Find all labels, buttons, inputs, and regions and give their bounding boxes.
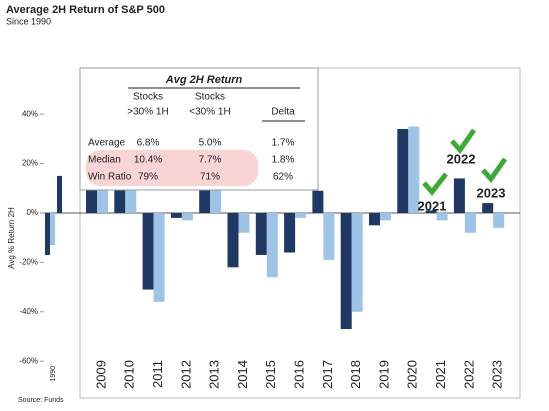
chart-title: Average 2H Return of S&P 500	[6, 4, 165, 16]
bar	[351, 212, 363, 312]
x-tick-label: 2015	[263, 360, 278, 389]
table-header: <30% 1H	[189, 107, 230, 118]
table-header: Delta	[271, 107, 295, 118]
bar	[312, 190, 324, 213]
checkmark	[450, 128, 477, 155]
x-tick-label: 2012	[178, 360, 193, 389]
table-cell: 71%	[200, 172, 220, 183]
stats-table: Avg 2H Return Stocks >30% 1H Stocks <30% 1H…	[79, 67, 319, 191]
x-tick-label: 2017	[320, 360, 335, 389]
x-tick-label: 2011	[150, 360, 165, 388]
bar	[125, 183, 137, 213]
table-header: >30% 1H	[127, 107, 168, 118]
table-title: Avg 2H Return	[165, 74, 243, 86]
bar	[453, 178, 465, 213]
x-tick-label: 2014	[235, 360, 250, 389]
table-cell: Median	[88, 155, 121, 166]
table-cell: Average	[88, 138, 126, 149]
x-tick-label: 2018	[348, 360, 363, 389]
table-cell: Win Ratio	[88, 172, 132, 183]
table-cell: 1.7%	[272, 138, 295, 149]
chart-subtitle: Since 1990	[6, 16, 51, 26]
bar	[238, 212, 250, 233]
table-cell: 7.7%	[199, 155, 222, 166]
bar	[142, 212, 154, 290]
table-cell: 1.8%	[272, 155, 295, 166]
annotation: 2022	[447, 151, 476, 166]
annotations: 2021 2022 2023	[418, 128, 508, 213]
bar	[50, 212, 55, 246]
bar	[397, 128, 409, 213]
y-tick-label: -40%	[19, 307, 38, 316]
bar	[284, 212, 296, 253]
bar	[114, 175, 126, 213]
x-tick-label: 2022	[461, 360, 476, 389]
bar	[482, 203, 494, 213]
bar	[425, 210, 437, 213]
table-header: Stocks	[195, 92, 225, 103]
x-tick-label: 2021	[433, 360, 448, 389]
x-tick-label: 2023	[490, 360, 505, 389]
x-tick-label: 2016	[292, 360, 307, 389]
bar	[436, 212, 448, 221]
bar	[45, 212, 50, 255]
bar	[380, 212, 391, 221]
y-axis-label: Avg % Return 2H	[7, 207, 16, 269]
bar	[295, 212, 307, 218]
x-tick-label: 1990	[50, 366, 57, 382]
bar	[170, 212, 182, 218]
table-header: Stocks	[133, 92, 163, 103]
bar	[181, 212, 193, 221]
highlight	[86, 150, 258, 186]
bar	[408, 126, 420, 213]
annotation: 2023	[477, 185, 506, 200]
x-tick-label: 2013	[207, 360, 222, 389]
bar	[57, 175, 62, 213]
bar	[340, 212, 352, 330]
table-cell: 62%	[273, 172, 293, 183]
checkmark	[481, 157, 508, 184]
y-tick-label: -60%	[19, 356, 38, 365]
bar	[255, 212, 267, 255]
bar	[369, 212, 380, 226]
table-cell: 10.4%	[134, 155, 162, 166]
x-tick-label: 2019	[376, 360, 391, 389]
table-cell: 5.0%	[199, 138, 222, 149]
x-tick-label: 2020	[405, 360, 420, 389]
y-tick-label: 0%	[26, 208, 38, 217]
x-tick-label: 2010	[122, 360, 137, 389]
table-cell: 6.8%	[137, 138, 160, 149]
bar	[210, 168, 222, 213]
bar	[464, 212, 476, 233]
y-tick-label: 40%	[22, 109, 38, 118]
source: Source: Funds	[18, 397, 64, 404]
table-cell: 79%	[138, 172, 158, 183]
checkmark	[422, 172, 448, 196]
y-tick-label: 20%	[22, 159, 38, 168]
bar	[323, 212, 335, 260]
bar	[227, 212, 239, 268]
x-tick-label: 2009	[93, 360, 108, 389]
bar	[266, 212, 278, 278]
bar	[153, 212, 165, 302]
bar	[493, 212, 505, 228]
annotation: 2021	[418, 198, 447, 213]
y-tick-label: -20%	[19, 257, 38, 266]
